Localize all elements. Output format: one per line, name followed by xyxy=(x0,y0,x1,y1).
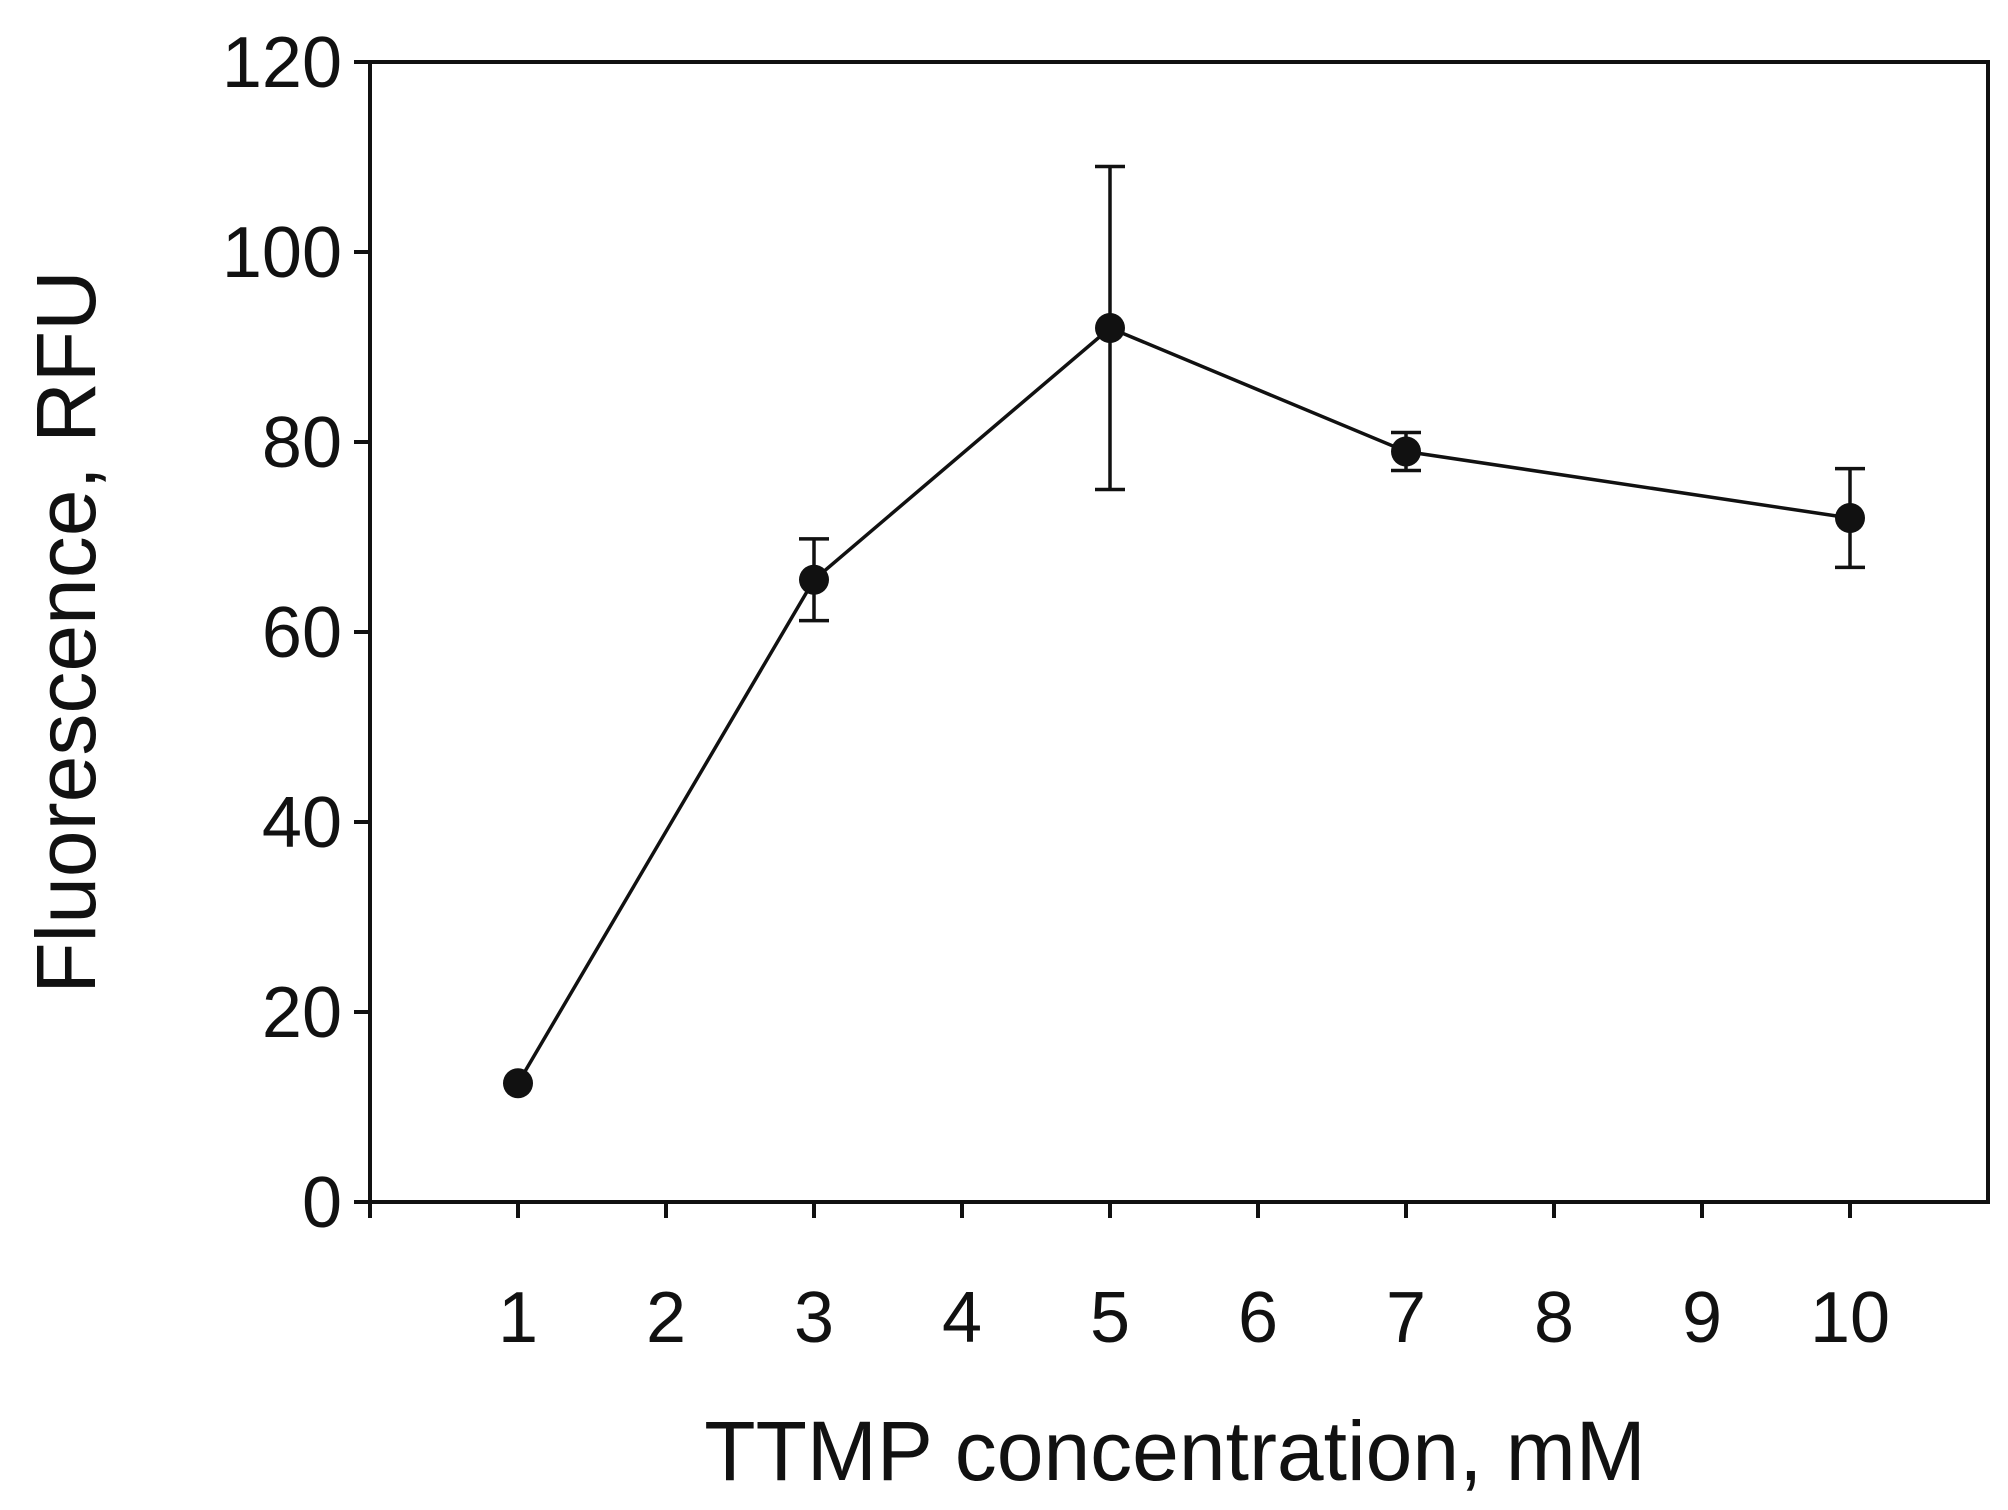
y-tick-label: 100 xyxy=(222,213,342,293)
series-line xyxy=(516,325,1851,1085)
x-tick-label: 3 xyxy=(794,1278,834,1358)
y-tick-label: 0 xyxy=(302,1163,342,1243)
x-axis-title: TTMP concentration, mM xyxy=(704,1404,1645,1498)
y-axis-title: Fluorescence, RFU xyxy=(19,270,113,994)
x-tick-label: 6 xyxy=(1238,1278,1278,1358)
data-point xyxy=(1391,436,1421,467)
x-tick-label: 4 xyxy=(942,1278,982,1358)
y-axis: 0 20 40 60 80 100 120 xyxy=(222,23,370,1243)
data-point xyxy=(799,564,829,595)
data-point xyxy=(503,1068,533,1099)
x-tick-label: 5 xyxy=(1090,1278,1130,1358)
x-axis: 1 2 3 4 5 6 7 8 9 10 xyxy=(368,1202,1890,1358)
x-tick-label: 10 xyxy=(1810,1278,1890,1358)
data-point xyxy=(1835,503,1865,533)
x-tick-label: 9 xyxy=(1682,1278,1722,1358)
y-tick-label: 60 xyxy=(262,593,342,673)
y-tick-label: 80 xyxy=(262,403,342,483)
y-tick-label: 20 xyxy=(262,973,342,1053)
y-tick-label: 40 xyxy=(262,783,342,863)
series-layer xyxy=(503,164,1865,1099)
y-tick-label: 120 xyxy=(222,23,342,103)
x-tick-label: 8 xyxy=(1534,1278,1574,1358)
plot-area-frame xyxy=(368,60,1990,1204)
x-tick-label: 2 xyxy=(646,1278,686,1358)
data-point xyxy=(1095,313,1125,343)
x-tick-label: 1 xyxy=(498,1278,538,1358)
x-tick-label: 7 xyxy=(1386,1278,1426,1358)
